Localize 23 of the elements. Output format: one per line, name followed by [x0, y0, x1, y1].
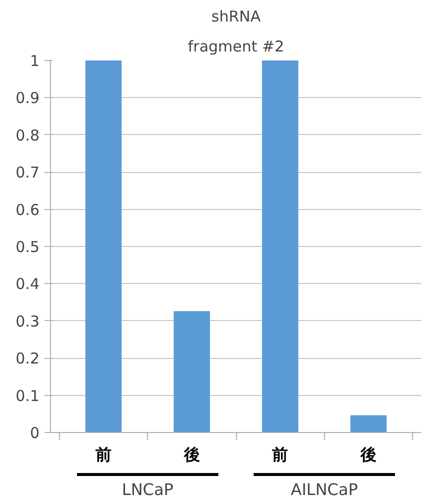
- y-tick-label: 0.3: [16, 312, 40, 330]
- y-tick-label: 0: [30, 424, 40, 442]
- y-tick-label: 0.1: [16, 386, 40, 405]
- x-tick-label: 後: [360, 445, 376, 464]
- y-tick-label: 0.8: [16, 126, 40, 144]
- y-tick-label: 1: [30, 52, 40, 70]
- y-tick-label: 0.7: [16, 164, 40, 182]
- y-tick-label: 0.5: [16, 238, 40, 256]
- y-tick-label: 0.4: [16, 275, 40, 294]
- text: AILNCaP: [290, 480, 358, 499]
- bar: [350, 415, 387, 432]
- x-tick-label: 前: [94, 445, 112, 464]
- bar: [85, 60, 122, 432]
- chart-title: shRNA: [211, 8, 262, 26]
- y-tick-label: 0.6: [16, 200, 40, 219]
- chart-subtitle: fragment #2: [188, 38, 284, 56]
- x-tick-label: 前: [271, 445, 288, 464]
- y-tick-label: 0.2: [16, 350, 40, 368]
- text: LNCaP: [122, 480, 174, 499]
- x-tick-label: 後: [182, 445, 200, 464]
- bar: [174, 311, 210, 432]
- bar: [262, 60, 298, 432]
- y-tick-label: 0.9: [16, 89, 40, 108]
